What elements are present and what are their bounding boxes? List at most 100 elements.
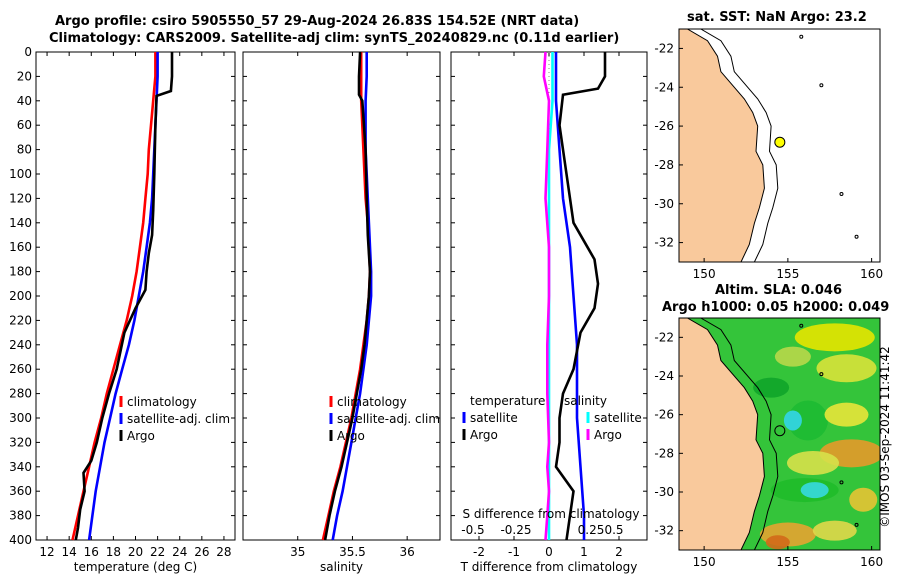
sla-patch [783, 410, 802, 431]
figure-title-line1: Argo profile: csiro 5905550_57 29-Aug-20… [55, 14, 580, 29]
legend-label: Argo [127, 429, 155, 443]
sst-map-title: sat. SST: NaN Argo: 23.2 [687, 10, 867, 25]
island [839, 480, 844, 485]
legend-label: climatology [337, 395, 407, 409]
sla-patch [787, 451, 839, 475]
y-tick-label: 200 [9, 289, 32, 303]
y-tick-label: -28 [654, 446, 674, 460]
argo-position-marker [774, 136, 786, 148]
legend-label: Argo [470, 428, 498, 442]
top-axis-tick-label: -0.5 [461, 523, 484, 537]
argo-position-marker [774, 425, 786, 437]
y-tick-label: 260 [9, 362, 32, 376]
island [854, 522, 859, 527]
land-mass [679, 318, 765, 550]
sla-patch [849, 487, 878, 512]
x-tick-label: 1 [580, 545, 588, 559]
map-frame [678, 317, 881, 551]
x-tick-label: 2 [615, 545, 623, 559]
x-tick-label: 150 [693, 555, 716, 569]
y-tick-label: 180 [9, 265, 32, 279]
x-tick-label: 160 [860, 267, 883, 281]
sla-patch [812, 520, 857, 541]
x-tick-label: 20 [128, 545, 143, 559]
sla-patch [824, 402, 869, 427]
x-tick-label: 155 [776, 555, 799, 569]
x-tick-label: 36 [400, 545, 415, 559]
x-tick-label: 18 [106, 545, 121, 559]
y-tick-label: 220 [9, 313, 32, 327]
profile-panel-1: 12 14 16 18 20 22 24 26 280204060801001201401601… [9, 45, 236, 574]
legend-title: temperature [470, 394, 545, 408]
y-tick-label: -22 [654, 41, 674, 55]
depth-contour [700, 29, 779, 262]
top-axis-tick-label: -0.25 [500, 523, 531, 537]
y-tick-label: 280 [9, 387, 32, 401]
legend-label: Argo [594, 428, 622, 442]
top-axis-label: S difference from climatology [463, 507, 640, 521]
legend-label: Argo [337, 429, 365, 443]
x-tick-label: -1 [508, 545, 520, 559]
y-tick-label: -30 [654, 485, 674, 499]
figure-title-line2: Climatology: CARS2009. Satellite-adj cli… [49, 31, 620, 46]
y-tick-label: 360 [9, 484, 32, 498]
y-tick-label: 320 [9, 435, 32, 449]
sla-map: 150 155 160 -22 -24 -26 -28 -30 -32 [654, 317, 883, 569]
island [854, 234, 859, 239]
y-tick-label: 240 [9, 338, 32, 352]
profile-panel-2: 35 35.5 36 salinity climatology satellite-adj… [242, 51, 441, 574]
y-tick-label: 0 [24, 45, 32, 59]
legend-label: satellite-adj. clim [337, 412, 440, 426]
legend-label: satellite [594, 411, 642, 425]
island [819, 372, 824, 377]
y-tick-label: -26 [654, 119, 674, 133]
sla-patch [753, 377, 790, 398]
x-tick-label: 0 [545, 545, 553, 559]
y-tick-label: 380 [9, 509, 32, 523]
sla-patch [765, 535, 790, 550]
map-frame [678, 28, 881, 263]
top-axis-tick-label: 0.25 [578, 523, 605, 537]
x-tick-label: 35 [290, 545, 305, 559]
y-tick-label: 300 [9, 411, 32, 425]
x-tick-label: 16 [84, 545, 99, 559]
y-tick-label: -24 [654, 80, 674, 94]
legend-title: salinity [564, 394, 607, 408]
x-tick-label: 22 [150, 545, 165, 559]
profile-panel-3: -2 -1 0 1 2T difference from climatology temp… [450, 51, 648, 574]
top-axis-tick-label: 0.5 [604, 523, 623, 537]
sla-patch [800, 482, 829, 499]
depth-contour [700, 318, 779, 550]
land-mass [679, 29, 765, 262]
legend-label: satellite-adj. clim [127, 412, 230, 426]
x-tick-label: 26 [194, 545, 209, 559]
y-tick-label: 120 [9, 191, 32, 205]
y-tick-label: -24 [654, 369, 674, 383]
sla-patch [774, 346, 811, 367]
y-tick-label: 340 [9, 460, 32, 474]
y-tick-label: -26 [654, 408, 674, 422]
sla-map-title-line2: Argo h1000: 0.05 h2000: 0.049 [662, 300, 890, 315]
plot-frame [35, 51, 236, 541]
sla-patch [794, 323, 875, 352]
series-line-argo [323, 51, 372, 541]
series-line-argo [74, 52, 174, 541]
x-tick-label: 35.5 [339, 545, 366, 559]
x-tick-label: 155 [776, 267, 799, 281]
island [819, 83, 824, 88]
series-line-salinity-argo [542, 51, 551, 541]
x-tick-label: 150 [693, 267, 716, 281]
x-axis-label: T difference from climatology [460, 560, 638, 574]
sst-map: 150 155 160 -22 -24 -26 -28 -30 -32 [654, 28, 883, 281]
series-line-temperature-argo [554, 52, 607, 541]
x-tick-label: 24 [172, 545, 187, 559]
x-axis-label: salinity [320, 560, 363, 574]
island [839, 192, 844, 197]
y-tick-label: -32 [654, 236, 674, 250]
sla-patch [787, 400, 828, 441]
island [799, 34, 804, 39]
y-tick-label: 60 [17, 118, 32, 132]
y-tick-label: -22 [654, 330, 674, 344]
x-tick-label: -2 [473, 545, 485, 559]
